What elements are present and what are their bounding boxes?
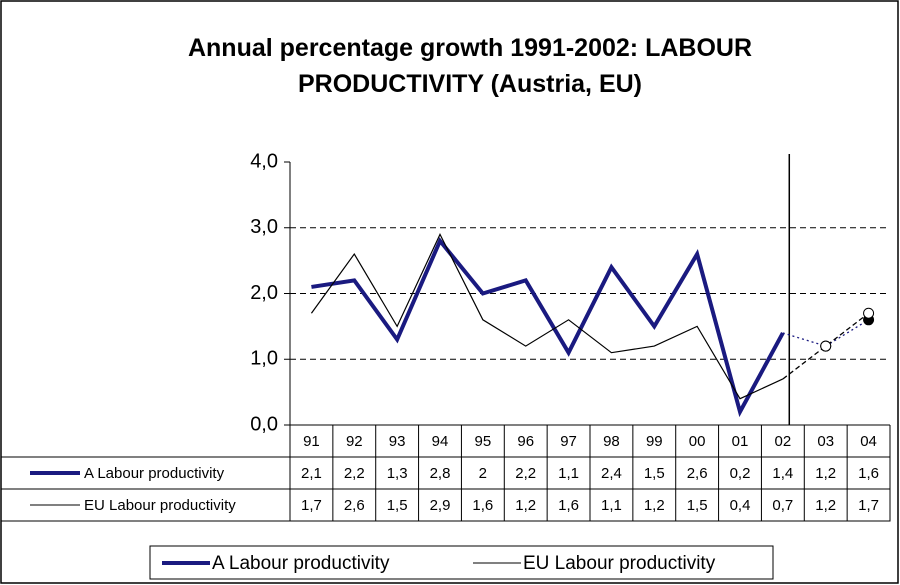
forecast-marker — [820, 340, 832, 352]
y-tick-label: 4,0 — [250, 150, 278, 172]
table-value: 2,4 — [601, 465, 622, 482]
forecast-line — [782, 312, 869, 380]
legend-box — [149, 545, 774, 580]
table-value: 1,6 — [472, 497, 493, 514]
table-value: 1,1 — [558, 465, 579, 482]
legend-label: A Labour productivity — [212, 553, 390, 574]
table-value: 1,6 — [558, 497, 579, 514]
table-value: 1,6 — [858, 465, 879, 482]
table-value: 1,5 — [687, 497, 708, 514]
x-tick-label: 01 — [732, 433, 749, 450]
table-value: 2,6 — [687, 465, 708, 482]
table-value: 2 — [479, 465, 487, 482]
table-value: 1,2 — [815, 465, 836, 482]
forecast-marker — [863, 307, 875, 319]
y-tick-label: 0,0 — [250, 413, 278, 435]
table-value: 2,2 — [344, 465, 365, 482]
x-tick-label: 92 — [346, 433, 363, 450]
y-tick-label: 3,0 — [250, 216, 278, 238]
table-value: 1,4 — [772, 465, 793, 482]
table-value: 2,1 — [301, 465, 322, 482]
x-tick-label: 97 — [560, 433, 577, 450]
x-tick-label: 03 — [817, 433, 834, 450]
x-tick-label: 02 — [775, 433, 792, 450]
x-tick-label: 98 — [603, 433, 620, 450]
x-tick-label: 99 — [646, 433, 663, 450]
table-value: 0,2 — [730, 465, 751, 482]
table-value: 1,2 — [515, 497, 536, 514]
table-value: 2,8 — [430, 465, 451, 482]
table-value: 1,2 — [644, 497, 665, 514]
legend-label: A Labour productivity — [84, 465, 225, 482]
table-value: 1,5 — [387, 497, 408, 514]
x-tick-label: 93 — [389, 433, 406, 450]
x-tick-label: 04 — [860, 433, 877, 450]
series-line — [310, 232, 784, 400]
x-tick-label: 00 — [689, 433, 706, 450]
table-value: 1,3 — [387, 465, 408, 482]
table-value: 1,7 — [301, 497, 322, 514]
legend-label: EU Labour productivity — [84, 497, 236, 514]
x-tick-label: 91 — [303, 433, 320, 450]
chart-title: Annual percentage growth 1991-2002: LABO… — [187, 34, 752, 98]
table-value: 2,6 — [344, 497, 365, 514]
y-tick-label: 2,0 — [250, 282, 278, 304]
table-value: 1,5 — [644, 465, 665, 482]
series-line — [311, 237, 785, 418]
x-tick-label: 94 — [432, 433, 449, 450]
table-value: 2,2 — [515, 465, 536, 482]
table-value: 1,2 — [815, 497, 836, 514]
table-value: 1,1 — [601, 497, 622, 514]
x-tick-label: 95 — [475, 433, 492, 450]
x-tick-label: 96 — [517, 433, 534, 450]
table-value: 0,4 — [730, 497, 751, 514]
table-value: 0,7 — [772, 497, 793, 514]
y-tick-label: 1,0 — [250, 348, 278, 370]
legend-label: EU Labour productivity — [523, 553, 716, 574]
table-value: 1,7 — [858, 497, 879, 514]
table-value: 2,9 — [430, 497, 451, 514]
